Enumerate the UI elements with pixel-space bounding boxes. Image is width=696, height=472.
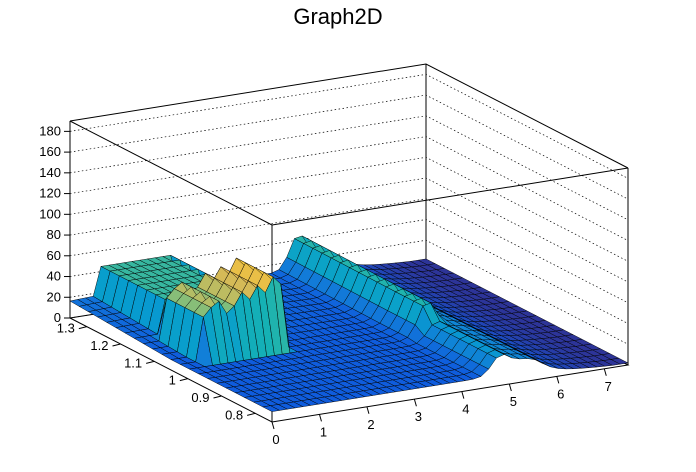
- y-tick-mark: [146, 360, 155, 364]
- chart-title: Graph2D: [293, 4, 382, 29]
- z-grid-line: [69, 74, 629, 179]
- y-tick-label: 1.3: [57, 321, 75, 336]
- z-grid-line: [69, 136, 629, 241]
- x-tick-label: 3: [415, 409, 422, 424]
- y-tick-mark: [112, 343, 121, 347]
- x-tick-label: 1: [320, 424, 327, 439]
- frame-edge: [69, 63, 629, 169]
- surface-cell: [610, 357, 629, 365]
- y-tick-label: 0.8: [225, 407, 243, 422]
- z-tick-label: 180: [39, 123, 61, 138]
- z-tick-label: 80: [47, 227, 61, 242]
- x-tick-label: 4: [462, 402, 469, 417]
- y-tick-mark: [179, 378, 188, 382]
- z-tick-label: 140: [39, 165, 61, 180]
- z-grid-line: [69, 115, 629, 221]
- z-tick-label: 60: [47, 248, 61, 263]
- z-tick-label: 20: [47, 289, 61, 304]
- x-tick-mark: [508, 383, 512, 392]
- z-tick-label: 160: [39, 144, 61, 159]
- x-tick-mark: [461, 391, 465, 399]
- z-grid-line: [69, 94, 629, 200]
- y-tick-label: 1.2: [90, 338, 108, 353]
- x-tick-mark: [413, 399, 417, 407]
- x-tick-label: 6: [557, 386, 564, 401]
- z-tick-label: 120: [39, 186, 61, 201]
- y-tick-label: 1.1: [124, 355, 142, 370]
- z-tick-label: 0: [54, 310, 61, 325]
- surface-mesh: [69, 235, 629, 412]
- x-tick-label: 5: [510, 394, 517, 409]
- x-tick-mark: [366, 406, 370, 414]
- frame-edge: [69, 120, 273, 226]
- y-tick-mark: [247, 412, 256, 416]
- x-tick-label: 7: [605, 379, 612, 394]
- y-tick-mark: [213, 395, 222, 399]
- z-grid-line: [69, 156, 629, 262]
- x-tick-label: 2: [367, 417, 374, 432]
- y-tick-label: 0.9: [191, 390, 209, 405]
- y-tick-mark: [78, 326, 87, 330]
- x-tick-mark: [318, 414, 322, 422]
- x-tick-label: 0: [272, 432, 279, 447]
- z-tick-label: 40: [47, 269, 61, 284]
- frame-edge: [271, 167, 629, 226]
- x-tick-mark: [271, 421, 275, 430]
- axes: 0204060801001201401601800.80.911.11.21.3…: [39, 123, 612, 447]
- plot-frame: [69, 63, 630, 423]
- z-tick-label: 100: [39, 206, 61, 221]
- y-tick-label: 1: [169, 373, 176, 388]
- x-tick-mark: [603, 368, 607, 376]
- x-tick-mark: [556, 376, 560, 384]
